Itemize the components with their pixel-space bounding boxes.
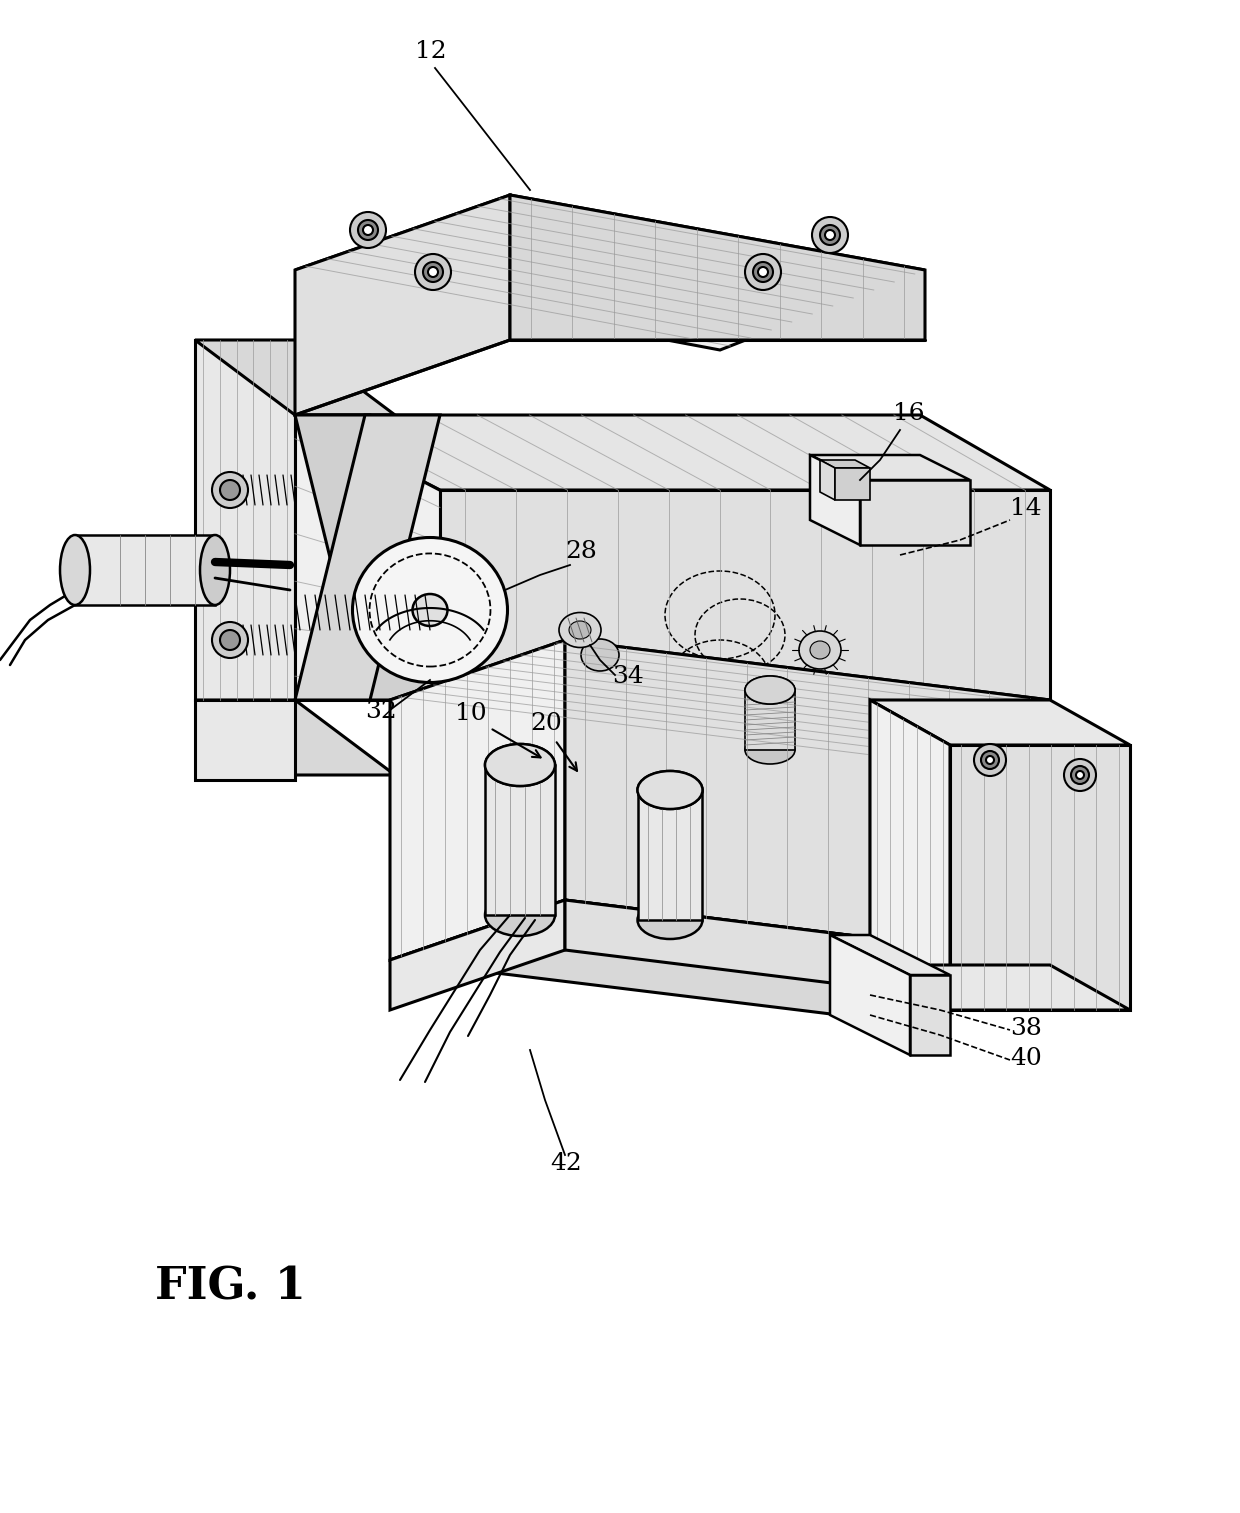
Polygon shape [565,900,1050,1011]
Text: 38: 38 [1011,1017,1042,1039]
Circle shape [820,225,839,245]
Polygon shape [870,965,1130,1011]
Polygon shape [830,935,910,1055]
Polygon shape [861,480,970,545]
Polygon shape [510,195,925,340]
Ellipse shape [745,735,795,764]
Ellipse shape [200,536,229,605]
Circle shape [350,212,386,248]
Circle shape [825,230,835,241]
Ellipse shape [413,595,448,626]
Circle shape [986,756,994,764]
Circle shape [423,262,443,281]
Circle shape [758,266,768,277]
Polygon shape [835,468,870,499]
Polygon shape [910,974,950,1055]
Polygon shape [195,701,295,781]
Polygon shape [870,701,950,1011]
Ellipse shape [569,620,591,638]
Polygon shape [810,455,970,480]
Circle shape [219,480,241,499]
Text: FIG. 1: FIG. 1 [155,1266,306,1309]
Circle shape [981,750,999,769]
Circle shape [358,219,378,241]
Polygon shape [295,195,925,350]
Text: 14: 14 [1011,496,1042,520]
Polygon shape [295,415,440,701]
Text: 10: 10 [455,702,486,725]
Polygon shape [820,460,870,468]
Circle shape [745,254,781,290]
Polygon shape [295,415,440,701]
Circle shape [212,622,248,658]
Polygon shape [870,701,1130,744]
Text: 12: 12 [415,39,446,64]
Text: 42: 42 [551,1151,582,1176]
Polygon shape [820,460,835,499]
Circle shape [812,216,848,253]
Circle shape [363,225,373,235]
Circle shape [753,262,773,281]
Text: 20: 20 [529,713,562,735]
Polygon shape [485,766,556,915]
Polygon shape [440,490,1050,701]
Polygon shape [565,640,1050,961]
Text: 32: 32 [365,701,397,723]
Circle shape [1064,760,1096,791]
Ellipse shape [485,894,556,937]
Ellipse shape [637,772,703,809]
Polygon shape [391,640,565,961]
Text: 28: 28 [565,540,596,563]
Polygon shape [950,744,1130,1011]
Circle shape [212,472,248,508]
Ellipse shape [485,744,556,785]
Circle shape [415,254,451,290]
Text: 40: 40 [1011,1047,1042,1070]
Ellipse shape [810,642,830,660]
Ellipse shape [637,902,703,940]
Circle shape [219,629,241,651]
Polygon shape [74,536,215,605]
Ellipse shape [352,537,507,682]
Polygon shape [391,640,1050,760]
Circle shape [973,744,1006,776]
Polygon shape [295,415,440,701]
Ellipse shape [637,772,703,809]
Polygon shape [391,900,1050,1020]
Ellipse shape [60,536,91,605]
Polygon shape [295,195,510,415]
Ellipse shape [582,638,619,670]
Polygon shape [195,701,396,775]
Polygon shape [639,790,702,920]
Ellipse shape [799,631,841,669]
Circle shape [1071,766,1089,784]
Polygon shape [810,455,861,545]
Ellipse shape [559,613,601,648]
Polygon shape [195,340,396,415]
Text: 16: 16 [893,402,925,425]
Ellipse shape [745,676,795,704]
Polygon shape [745,690,795,750]
Polygon shape [195,340,295,701]
Polygon shape [295,415,1050,490]
Circle shape [428,266,438,277]
Circle shape [1076,772,1084,779]
Polygon shape [830,935,950,974]
Ellipse shape [745,676,795,704]
Text: 34: 34 [613,666,644,688]
Polygon shape [391,900,565,1011]
Ellipse shape [485,744,556,785]
